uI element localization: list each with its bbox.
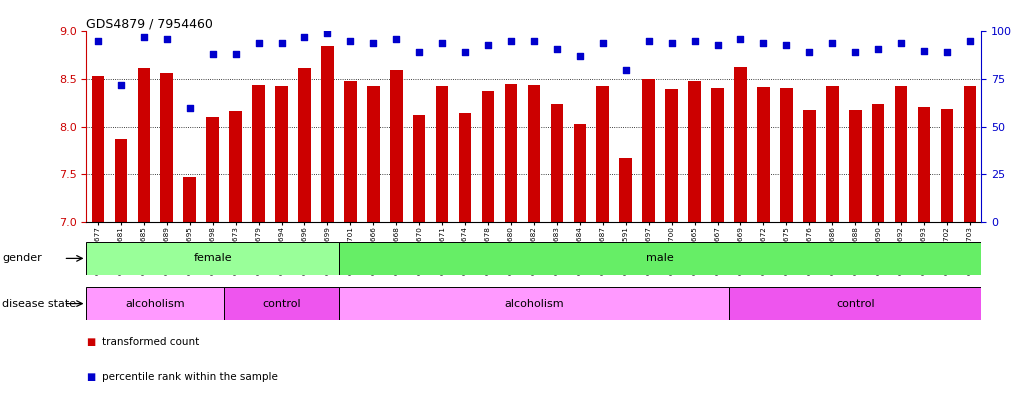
Bar — [711, 88, 724, 222]
Point — [893, 40, 909, 46]
Bar — [504, 84, 518, 222]
Text: control: control — [836, 299, 875, 309]
Bar — [161, 73, 173, 222]
Bar — [367, 86, 379, 222]
Bar — [550, 104, 563, 222]
Bar — [86, 287, 224, 320]
Point — [801, 49, 818, 55]
Bar — [206, 117, 219, 222]
Point — [847, 49, 863, 55]
Point — [641, 38, 657, 44]
Point — [549, 46, 565, 52]
Bar — [619, 158, 632, 222]
Bar — [137, 68, 151, 222]
Point — [916, 47, 933, 53]
Bar — [276, 86, 288, 222]
Bar — [574, 124, 586, 222]
Point — [480, 42, 496, 48]
Point — [939, 49, 955, 55]
Bar — [734, 67, 746, 222]
Text: female: female — [193, 253, 232, 263]
Point — [113, 82, 129, 88]
Point — [756, 40, 772, 46]
Point — [663, 40, 679, 46]
Bar — [596, 86, 609, 222]
Bar — [643, 79, 655, 222]
Bar — [780, 88, 792, 222]
Bar — [86, 242, 339, 275]
Bar — [757, 87, 770, 222]
Point — [526, 38, 542, 44]
Point — [342, 38, 358, 44]
Point — [686, 38, 703, 44]
Bar — [849, 110, 861, 222]
Bar — [895, 86, 907, 222]
Text: alcoholism: alcoholism — [125, 299, 185, 309]
Bar — [872, 104, 885, 222]
Bar — [92, 76, 104, 222]
Bar — [298, 68, 311, 222]
Point — [502, 38, 519, 44]
Point — [824, 40, 840, 46]
Text: percentile rank within the sample: percentile rank within the sample — [102, 372, 278, 382]
Bar — [224, 287, 339, 320]
Bar — [482, 90, 494, 222]
Point — [204, 51, 221, 57]
Point — [296, 34, 312, 40]
Bar — [964, 86, 976, 222]
Bar — [229, 112, 242, 222]
Point — [870, 46, 886, 52]
Bar — [665, 88, 678, 222]
Point — [228, 51, 244, 57]
Point — [250, 40, 266, 46]
Bar — [436, 86, 448, 222]
Text: GDS4879 / 7954460: GDS4879 / 7954460 — [86, 17, 214, 30]
Bar — [413, 115, 425, 222]
Text: male: male — [646, 253, 674, 263]
Bar — [183, 177, 196, 222]
Point — [319, 30, 336, 37]
Point — [778, 42, 794, 48]
Point — [434, 40, 451, 46]
Point — [595, 40, 611, 46]
Bar — [339, 287, 729, 320]
Bar — [689, 81, 701, 222]
Bar — [459, 114, 472, 222]
Bar — [917, 107, 931, 222]
Point — [182, 105, 198, 111]
Text: ■: ■ — [86, 372, 96, 382]
Point — [457, 49, 473, 55]
Point — [135, 34, 152, 40]
Bar — [339, 242, 981, 275]
Bar — [729, 287, 981, 320]
Point — [159, 36, 175, 42]
Text: control: control — [262, 299, 301, 309]
Point — [572, 53, 588, 59]
Bar — [528, 85, 540, 222]
Text: alcoholism: alcoholism — [504, 299, 563, 309]
Bar — [321, 46, 334, 222]
Point — [388, 36, 405, 42]
Text: ■: ■ — [86, 337, 96, 347]
Text: gender: gender — [2, 253, 42, 263]
Text: disease state: disease state — [2, 299, 76, 309]
Bar — [826, 86, 839, 222]
Point — [274, 40, 290, 46]
Bar — [344, 81, 357, 222]
Bar — [252, 85, 264, 222]
Point — [617, 66, 634, 73]
Bar — [115, 139, 127, 222]
Point — [411, 49, 427, 55]
Point — [732, 36, 749, 42]
Point — [365, 40, 381, 46]
Text: transformed count: transformed count — [102, 337, 199, 347]
Point — [710, 42, 726, 48]
Bar — [390, 70, 403, 222]
Point — [89, 38, 106, 44]
Bar — [803, 110, 816, 222]
Bar — [941, 108, 953, 222]
Point — [962, 38, 978, 44]
